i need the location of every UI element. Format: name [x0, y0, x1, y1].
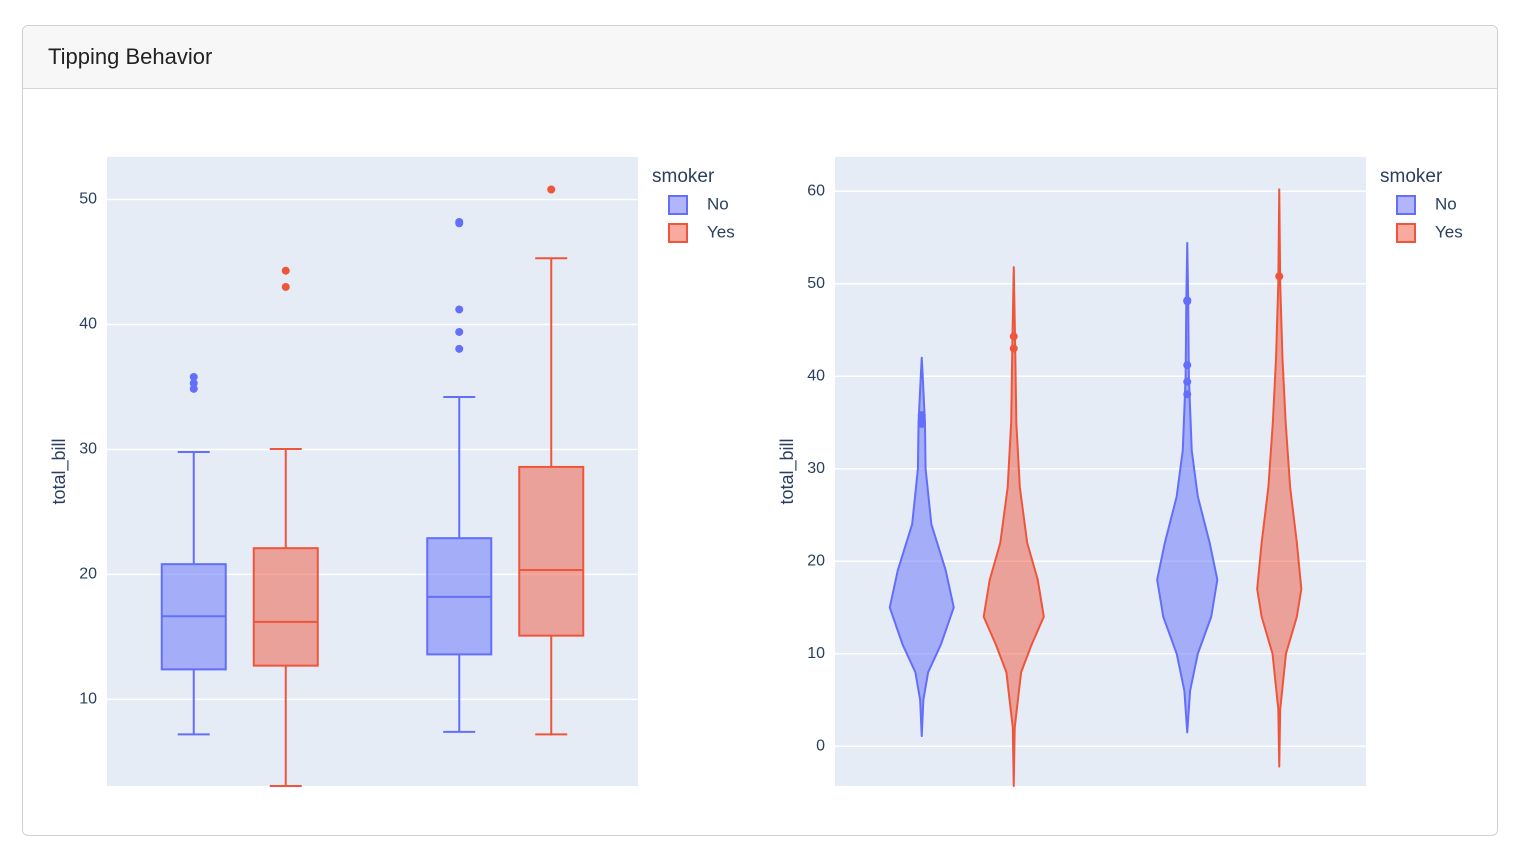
y-axis-label: total_bill: [49, 438, 70, 504]
outlier: [189, 384, 198, 393]
violin-point: [1009, 344, 1018, 353]
y-tick-label: 0: [816, 737, 825, 754]
y-tick-label: 10: [807, 645, 825, 662]
legend-title: smoker: [652, 166, 715, 187]
y-tick-label: 20: [79, 566, 97, 583]
violin-point: [1275, 272, 1284, 281]
y-tick-label: 30: [807, 460, 825, 477]
violin-point: [1183, 377, 1192, 386]
outlier: [189, 379, 198, 388]
y-tick-label: 10: [79, 691, 97, 708]
legend-title: smoker: [1380, 166, 1443, 187]
violin-point: [1183, 297, 1192, 306]
y-tick-label: 60: [807, 182, 825, 199]
outlier: [455, 305, 464, 314]
legend-label: Yes: [707, 222, 735, 241]
legend-swatch: [1396, 223, 1416, 243]
y-tick-label: 50: [807, 275, 825, 292]
outlier: [189, 372, 198, 381]
violin-point: [917, 419, 926, 428]
violin: [1256, 188, 1303, 768]
legend-label: No: [1435, 194, 1457, 213]
legend-swatch: [668, 195, 688, 215]
outlier: [281, 266, 290, 275]
legend-label: No: [707, 194, 729, 213]
violin-point: [1183, 361, 1192, 370]
violin-point: [1009, 332, 1018, 341]
outlier: [547, 185, 556, 194]
outlier: [281, 282, 290, 291]
box: [252, 547, 319, 667]
y-axis-label: total_bill: [777, 438, 798, 504]
card: Tipping Behavior: [22, 25, 1498, 836]
legend-label: Yes: [1435, 222, 1463, 241]
y-tick-label: 20: [807, 552, 825, 569]
outlier: [455, 219, 464, 228]
legend-swatch: [1396, 195, 1416, 215]
card-title: Tipping Behavior: [23, 26, 1497, 89]
y-tick-label: 40: [807, 367, 825, 384]
outlier: [455, 344, 464, 353]
violin-point: [1183, 390, 1192, 399]
legend-swatch: [668, 223, 688, 243]
violin: [1156, 242, 1219, 734]
violin: [888, 356, 955, 738]
outlier: [455, 327, 464, 336]
y-tick-label: 40: [79, 316, 97, 333]
box: [518, 465, 585, 637]
y-tick-label: 30: [79, 441, 97, 458]
violin: [982, 266, 1045, 787]
y-tick-label: 50: [79, 191, 97, 208]
